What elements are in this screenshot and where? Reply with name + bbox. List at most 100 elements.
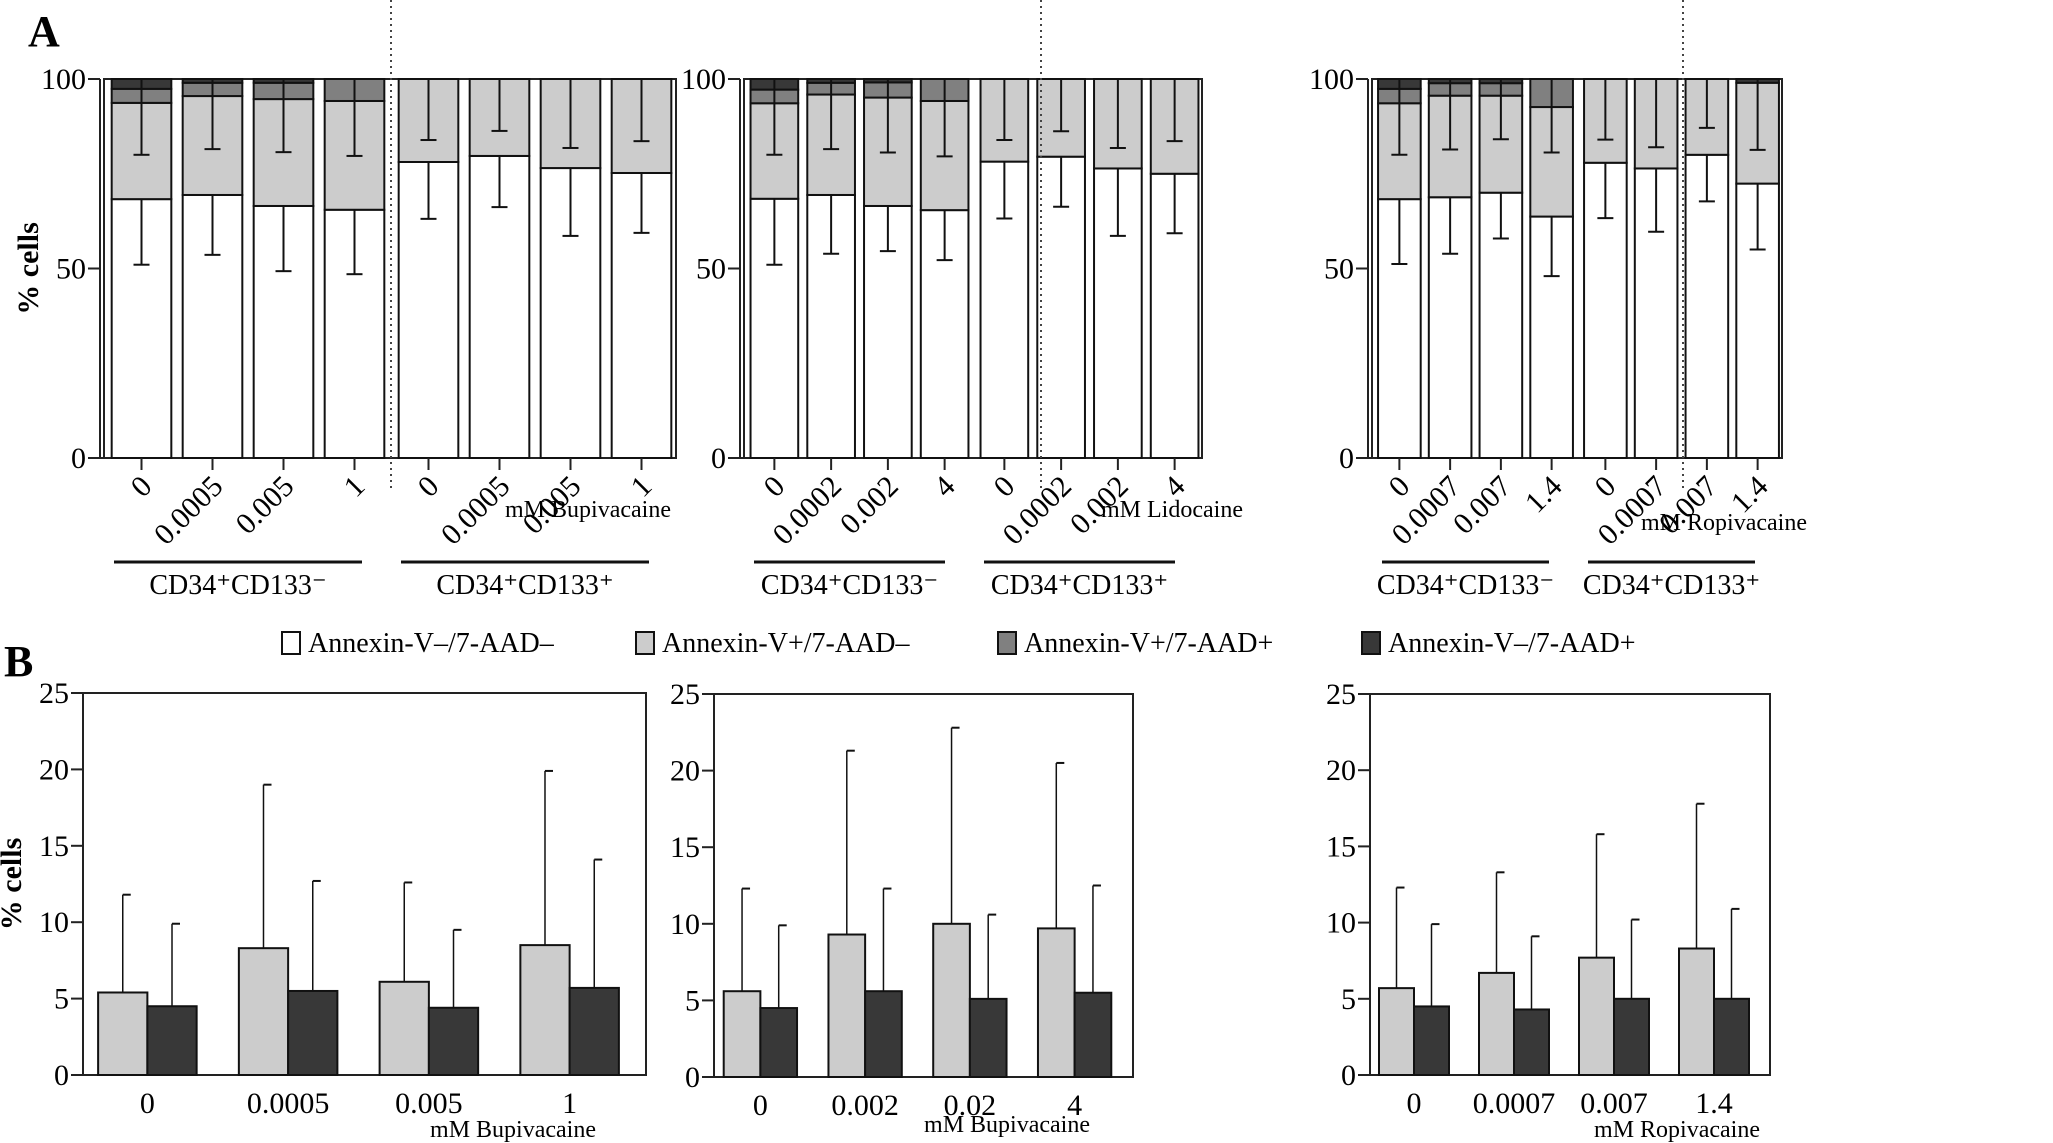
bar [1478, 971, 1515, 1077]
bar [237, 947, 290, 1077]
unit-label: mM Bupivacaine [505, 497, 671, 523]
x-tick-label: 0 [987, 470, 1021, 504]
y-tick-label: 10 [1326, 907, 1356, 940]
y-tick-label: 15 [1326, 830, 1356, 863]
unit-label: mM Lidocaine [1101, 497, 1243, 523]
bar [568, 986, 620, 1076]
x-tick-label: 0.0007 [1473, 1087, 1556, 1120]
x-tick-label: 0 [140, 1087, 155, 1120]
y-tick-label: 10 [39, 906, 69, 939]
x-tick-label: 0.007 [1447, 470, 1518, 541]
bar-segment-1 [1684, 153, 1730, 460]
x-tick-label: 0.005 [229, 470, 300, 541]
y-tick-label: 0 [1339, 442, 1354, 475]
legend-item: Annexin-V–/7-AAD+ [1361, 628, 1636, 659]
chart-B-ropivacaine: 0 5 10 15 20 25 0 0.0007 0.007 1.4mM Ropivacaine [1326, 678, 1771, 1143]
bar-segment-1 [1583, 161, 1628, 459]
y-tick-label: 50 [696, 253, 726, 286]
x-tick-label: 4 [1067, 1089, 1082, 1122]
x-tick-label: 1.4 [1519, 470, 1569, 520]
y-tick-label: 15 [670, 831, 700, 864]
y-tick-label: 20 [670, 755, 700, 788]
legend-item: Annexin-V–/7-AAD– [281, 628, 555, 659]
x-tick-label: 0 [1407, 1087, 1422, 1120]
y-tick-label: 20 [1326, 754, 1356, 787]
x-tick-label: 0 [1588, 470, 1622, 504]
group-label: CD34⁺CD133⁻ [761, 570, 938, 601]
x-tick-label: 0.007 [1580, 1087, 1648, 1120]
bar [1578, 956, 1615, 1076]
legend-label: Annexin-V+/7-AAD– [662, 628, 911, 659]
x-tick-label: 1.4 [1695, 1087, 1733, 1120]
bar [1678, 947, 1715, 1076]
bar [722, 990, 762, 1079]
y-tick-label: 100 [681, 63, 726, 96]
chart-B-bupivacaine-2: 0 5 10 15 20 25 0 0.002 0.02 4mM Bupivacaine [670, 678, 1134, 1138]
legend-swatch [997, 631, 1017, 655]
y-tick-label: 50 [1324, 253, 1354, 286]
unit-label: mM Bupivacaine [430, 1117, 596, 1143]
bar [932, 922, 971, 1078]
unit-label: mM Ropivacaine [1594, 1117, 1760, 1143]
y-tick-label: 5 [1341, 983, 1356, 1016]
bar [427, 1006, 480, 1077]
legend-swatch [1361, 631, 1381, 655]
bar [146, 1005, 198, 1076]
y-tick-label: 0 [685, 1061, 700, 1094]
group-label: CD34⁺CD133⁺ [991, 570, 1168, 601]
bar [378, 980, 430, 1076]
bar [1713, 997, 1750, 1076]
bar [1378, 987, 1415, 1077]
bar [1613, 997, 1650, 1076]
x-tick-label: 0 [753, 1089, 768, 1122]
panel-a-letter: A [28, 7, 60, 56]
y-tick-label: 25 [670, 678, 700, 711]
legend-label: Annexin-V–/7-AAD+ [1388, 628, 1636, 659]
x-tick-label: 0.005 [395, 1087, 463, 1120]
legend-swatch [281, 631, 301, 655]
x-tick-label: 0 [757, 470, 791, 504]
y-tick-label: 5 [54, 983, 69, 1016]
y-tick-label: 0 [71, 442, 86, 475]
bar [1036, 927, 1076, 1078]
legend-item: Annexin-V+/7-AAD+ [997, 628, 1273, 659]
panel-b-letter: B [4, 637, 33, 686]
y-tick-label: 0 [1341, 1059, 1356, 1092]
group-label: CD34⁺CD133⁺ [436, 570, 613, 601]
legend-item: Annexin-V+/7-AAD– [635, 628, 911, 659]
bar [864, 990, 903, 1079]
x-tick-label: 1 [338, 470, 372, 504]
x-tick-label: 0.0005 [247, 1087, 330, 1120]
group-label: CD34⁺CD133⁻ [149, 570, 326, 601]
x-tick-label: 1 [562, 1087, 577, 1120]
y-tick-label: 50 [56, 253, 86, 286]
y-tick-label: 25 [39, 677, 69, 710]
y-tick-label: 10 [670, 908, 700, 941]
x-tick-label: 0 [1382, 470, 1416, 504]
chart-B-bupivacaine-1: 0 5 10 15 20 25 % cells 0 0.0005 0.005 1mM Bupivac… [0, 677, 647, 1143]
y-axis-label: % cells [12, 222, 45, 314]
bar [287, 989, 339, 1077]
y-tick-label: 20 [39, 753, 69, 786]
x-tick-label: 0.02 [944, 1089, 997, 1122]
x-tick-label: 0.002 [831, 1089, 899, 1122]
bar [519, 944, 571, 1076]
bar [1413, 1005, 1450, 1076]
bar [1513, 1008, 1550, 1077]
y-tick-label: 15 [39, 830, 69, 863]
unit-label: mM Ropivacaine [1641, 510, 1807, 536]
x-tick-label: 0.002 [834, 470, 905, 541]
y-axis-label: % cells [0, 838, 28, 930]
group-label: CD34⁺CD133⁻ [1377, 570, 1554, 601]
bar-segment-1 [1427, 196, 1473, 460]
bar [97, 991, 149, 1076]
legend-label: Annexin-V+/7-AAD+ [1024, 628, 1273, 659]
x-tick-label: 0.0005 [148, 470, 230, 552]
bar [759, 1007, 799, 1078]
unit-label: mM Bupivacaine [924, 1112, 1090, 1138]
